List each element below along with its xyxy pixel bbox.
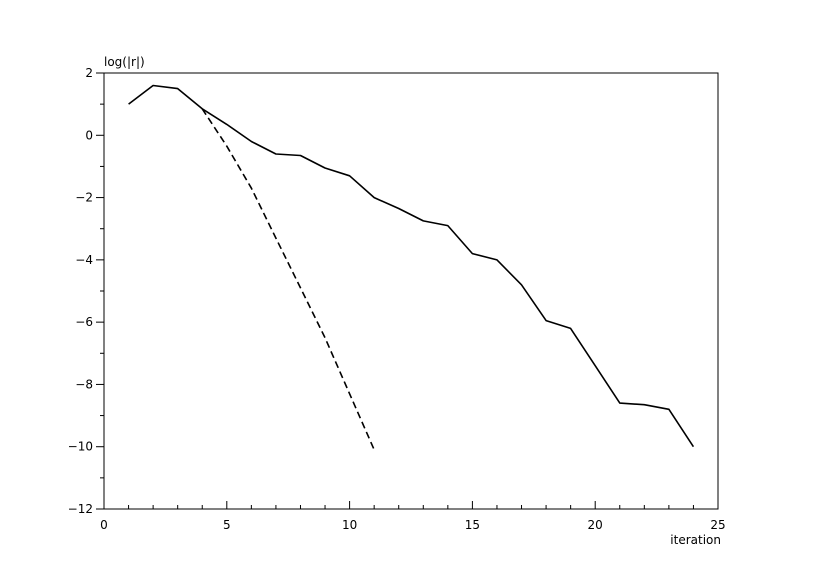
y-tick-label: −6 bbox=[75, 315, 93, 329]
y-tick-label: −8 bbox=[75, 377, 93, 391]
plot-frame bbox=[103, 72, 719, 510]
series-line-solid bbox=[128, 84, 695, 448]
y-axis-ticks: 2 0 −2 −4 −6 −8 −10 −12 bbox=[68, 66, 104, 516]
x-tick-label: 0 bbox=[100, 518, 108, 532]
x-axis-label: iteration bbox=[670, 533, 721, 547]
y-tick-label: 2 bbox=[85, 66, 93, 80]
x-tick-label: 20 bbox=[588, 518, 603, 532]
y-tick-label: −10 bbox=[68, 440, 93, 454]
x-tick-label: 10 bbox=[342, 518, 357, 532]
x-tick-label: 25 bbox=[710, 518, 725, 532]
x-axis-ticks: 0 5 10 15 20 25 bbox=[100, 501, 726, 532]
minor-ticks bbox=[100, 103, 694, 509]
x-tick-label: 5 bbox=[223, 518, 231, 532]
series-layer bbox=[128, 84, 695, 451]
x-tick-label: 15 bbox=[465, 518, 480, 532]
y-tick-label: −4 bbox=[75, 253, 93, 267]
y-tick-label: −12 bbox=[68, 502, 93, 516]
series-line-dashed bbox=[201, 108, 375, 451]
y-tick-label: 0 bbox=[85, 128, 93, 142]
y-tick-label: −2 bbox=[75, 191, 93, 205]
y-axis-label: log(|r|) bbox=[104, 55, 145, 69]
